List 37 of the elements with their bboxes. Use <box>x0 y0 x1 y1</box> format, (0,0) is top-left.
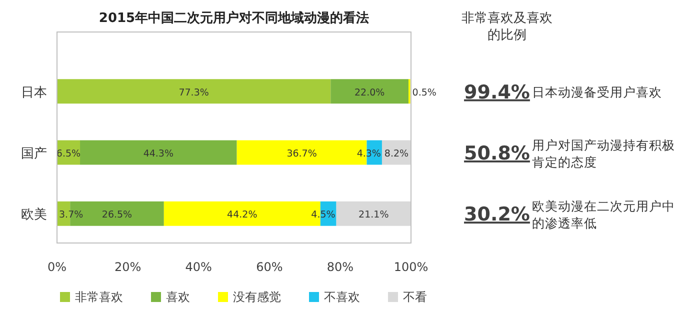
x-tick-label: 40% <box>185 260 212 274</box>
bar <box>57 79 331 104</box>
text: 日本动漫备受用户喜欢 <box>532 84 662 100</box>
data-label: 77.3% <box>178 87 209 98</box>
x-tick-label: 0% <box>47 260 67 274</box>
text: 50.8% <box>464 142 530 164</box>
text: 99.4% <box>464 81 530 104</box>
bar <box>80 140 237 165</box>
y-tick-label: 欧美 <box>21 206 47 223</box>
text: 欧美动漫在二次元用户中的渗透率低 <box>532 198 675 231</box>
data-label: 26.5% <box>102 210 132 221</box>
data-label: 21.1% <box>358 210 389 221</box>
data-label: 36.7% <box>286 148 317 160</box>
data-label: 3.7% <box>59 210 84 221</box>
data-label: 44.2% <box>227 210 258 221</box>
x-tick-label: 20% <box>114 260 142 274</box>
data-label: 44.3% <box>143 148 174 160</box>
data-label: 8.2% <box>384 148 409 160</box>
x-tick-label: 100% <box>394 260 428 274</box>
data-label: 22.0% <box>354 87 385 98</box>
bar <box>330 79 409 104</box>
y-tick-label: 国产 <box>21 146 47 162</box>
legend-label: 不看 <box>403 290 427 304</box>
text: 非常喜欢及喜欢的比例 <box>462 11 552 43</box>
legend-label: 不喜欢 <box>324 290 360 304</box>
data-label: 6.5% <box>56 148 81 160</box>
text: 用户对国产动漫持有积极肯定的态度 <box>532 138 675 170</box>
legend-label: 喜欢 <box>166 290 190 304</box>
bar <box>336 201 411 226</box>
x-tick-label: 60% <box>256 260 283 274</box>
x-tick-label: 80% <box>326 260 354 274</box>
text: 30.2% <box>464 204 530 226</box>
y-tick-label: 日本 <box>21 85 47 100</box>
legend-label: 非常喜欢 <box>75 290 123 304</box>
chart-title: 2015年中国二次元用户对不同地域动漫的看法 <box>98 10 370 26</box>
legend-label: 没有感觉 <box>233 290 281 304</box>
data-label: 0.5% <box>412 87 436 98</box>
